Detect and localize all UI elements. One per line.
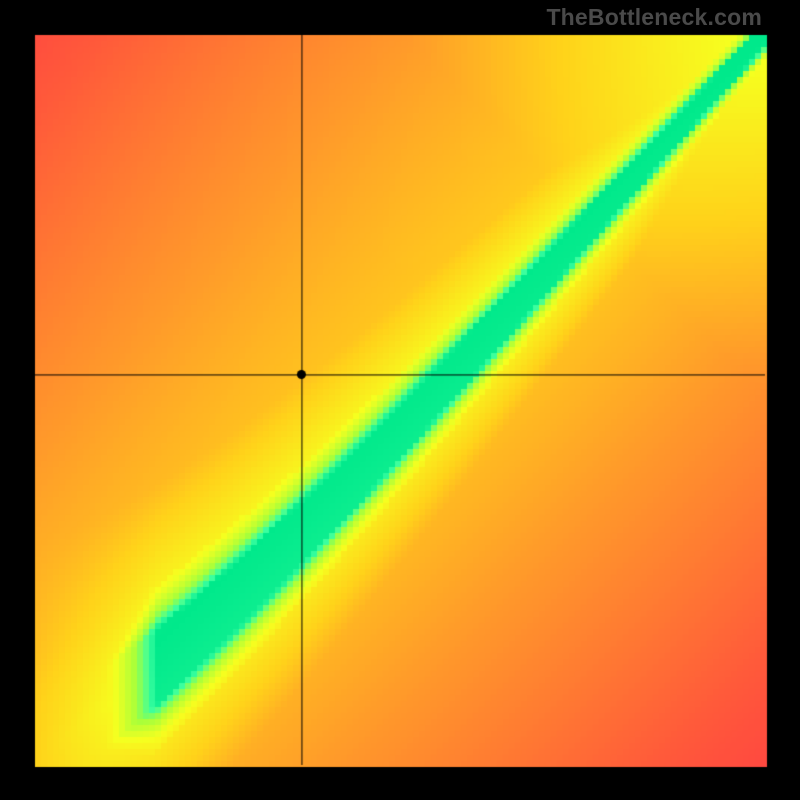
- bottleneck-heatmap: [0, 0, 800, 800]
- chart-container: TheBottleneck.com: [0, 0, 800, 800]
